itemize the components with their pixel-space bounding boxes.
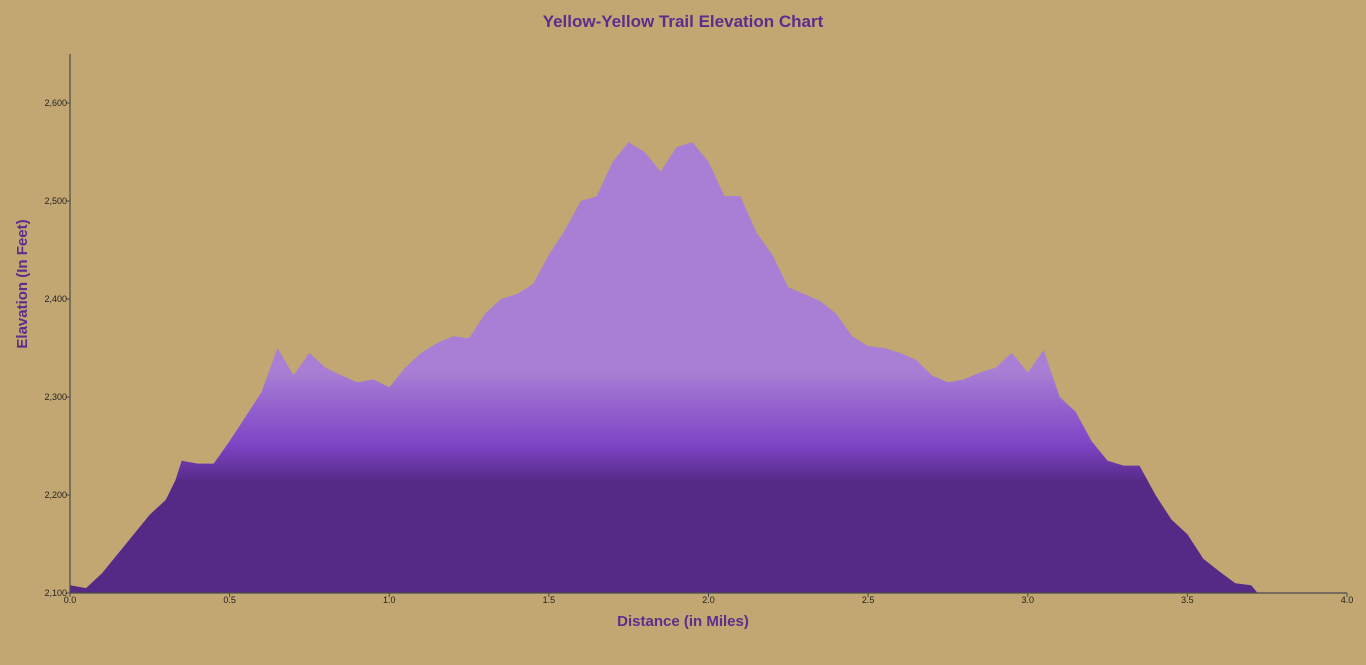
y-tick-label: 2,300 <box>44 392 67 402</box>
y-tick-label: 2,500 <box>44 196 67 206</box>
x-tick-label: 0.5 <box>223 595 236 605</box>
x-tick-label: 3.0 <box>1021 595 1034 605</box>
x-tick-label: 3.5 <box>1181 595 1194 605</box>
x-tick-label: 0.0 <box>64 595 77 605</box>
x-axis-title: Distance (in Miles) <box>617 613 749 630</box>
x-tick-label: 1.5 <box>543 595 556 605</box>
y-axis-ticks: 2,100 2,200 2,300 2,400 2,500 2,600 <box>44 98 70 598</box>
chart-title: Yellow-Yellow Trail Elevation Chart <box>543 12 824 31</box>
x-tick-label: 1.0 <box>383 595 396 605</box>
y-axis-title: Elavation (In Feet) <box>14 219 31 348</box>
y-tick-label: 2,600 <box>44 98 67 108</box>
y-tick-label: 2,200 <box>44 490 67 500</box>
x-axis-ticks: 0.0 0.5 1.0 1.5 2.0 2.5 3.0 3.5 4.0 <box>64 593 1354 605</box>
x-tick-label: 4.0 <box>1341 595 1354 605</box>
x-tick-label: 2.0 <box>702 595 715 605</box>
y-tick-label: 2,400 <box>44 294 67 304</box>
elevation-area <box>70 142 1258 593</box>
x-tick-label: 2.5 <box>862 595 875 605</box>
y-tick-label: 2,100 <box>44 588 67 598</box>
